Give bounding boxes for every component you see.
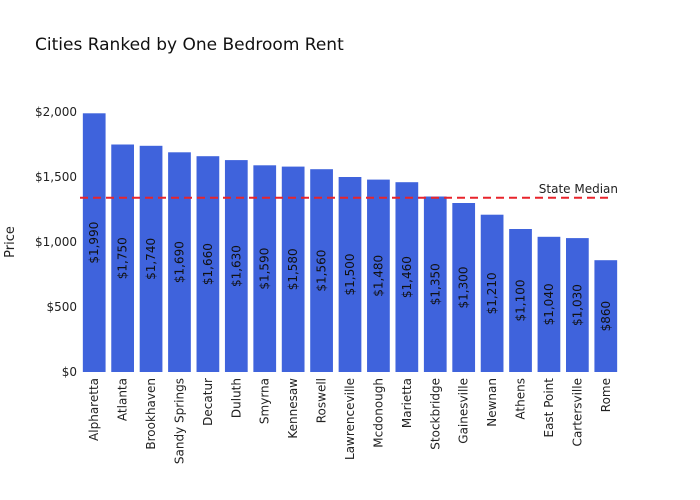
x-axis-ticks: Alpharetta Atlanta Brookhaven Sandy Springs… [87, 378, 613, 464]
bar-value-label: $1,300 [457, 267, 471, 309]
bar [168, 152, 191, 372]
y-tick-label: $1,000 [35, 235, 77, 249]
x-tick-label: Kennesaw [286, 378, 300, 439]
bar-value-label: $1,590 [258, 248, 272, 290]
bar [82, 113, 106, 373]
bar [480, 214, 504, 372]
x-tick-label: Roswell [315, 378, 329, 423]
bar-value-label: $1,660 [201, 243, 215, 285]
x-tick-label: Alpharetta [87, 378, 101, 441]
bar-value-label: $860 [599, 301, 613, 332]
x-tick-label: Stockbridge [428, 378, 442, 450]
bar-value-label: $1,040 [542, 283, 556, 325]
y-tick-label: $1,500 [35, 170, 77, 184]
x-tick-label: Decatur [201, 378, 215, 426]
bar [253, 165, 277, 372]
bar [111, 144, 134, 372]
bar [338, 177, 362, 372]
x-tick-label: Gainesville [457, 378, 471, 444]
x-tick-label: Atlanta [116, 378, 130, 421]
bar [139, 145, 163, 372]
x-tick-label: Brookhaven [144, 378, 158, 450]
y-axis-label: Price [3, 226, 18, 258]
x-tick-label: Athens [514, 378, 528, 420]
bar-value-label: $1,740 [144, 238, 158, 280]
x-tick-label: Duluth [229, 378, 243, 418]
y-tick-label: $0 [62, 365, 77, 379]
x-tick-label: East Point [542, 378, 556, 438]
bar-value-label: $1,690 [172, 241, 186, 283]
x-tick-label: Mcdonough [371, 378, 385, 448]
x-tick-label: Rome [599, 378, 613, 412]
y-tick-label: $500 [46, 300, 77, 314]
bar-value-label: $1,480 [371, 255, 385, 297]
y-tick-label: $2,000 [35, 105, 77, 119]
bar [395, 182, 419, 372]
x-tick-label: Sandy Springs [172, 378, 186, 464]
bar [566, 238, 589, 372]
x-tick-label: Cartersville [570, 378, 584, 446]
bar [423, 196, 447, 372]
x-tick-label: Smyrna [258, 378, 272, 424]
bar [224, 160, 248, 372]
bar-value-label: $1,750 [116, 237, 130, 279]
x-tick-label: Newnan [485, 378, 499, 427]
bar-value-label: $1,030 [570, 284, 584, 326]
bar-value-label: $1,460 [400, 256, 414, 298]
bar [310, 169, 333, 372]
bar [509, 229, 532, 372]
bar-value-label: $1,990 [87, 222, 101, 264]
y-axis-ticks: $0 $500 $1,000 $1,500 $2,000 [35, 105, 77, 379]
bar [281, 166, 305, 372]
bar-value-label: $1,210 [485, 272, 499, 314]
bar-labels: $1,990 $1,750 $1,740 $1,690 $1,660 $1,630 $1,5… [87, 222, 613, 332]
bar [594, 260, 618, 372]
bar [452, 203, 476, 372]
x-tick-label: Lawrenceville [343, 378, 357, 460]
bar-value-label: $1,100 [514, 280, 528, 322]
bar [537, 236, 561, 372]
x-tick-label: Marietta [400, 378, 414, 428]
state-median-label: State Median [539, 182, 618, 196]
bar [367, 179, 390, 372]
bar-value-label: $1,580 [286, 248, 300, 290]
bar-value-label: $1,560 [315, 250, 329, 292]
bar [196, 156, 220, 372]
bar-value-label: $1,350 [428, 263, 442, 305]
bar-value-label: $1,500 [343, 254, 357, 296]
chart-title: Cities Ranked by One Bedroom Rent [35, 35, 344, 55]
bars [82, 113, 618, 373]
bar-value-label: $1,630 [229, 245, 243, 287]
